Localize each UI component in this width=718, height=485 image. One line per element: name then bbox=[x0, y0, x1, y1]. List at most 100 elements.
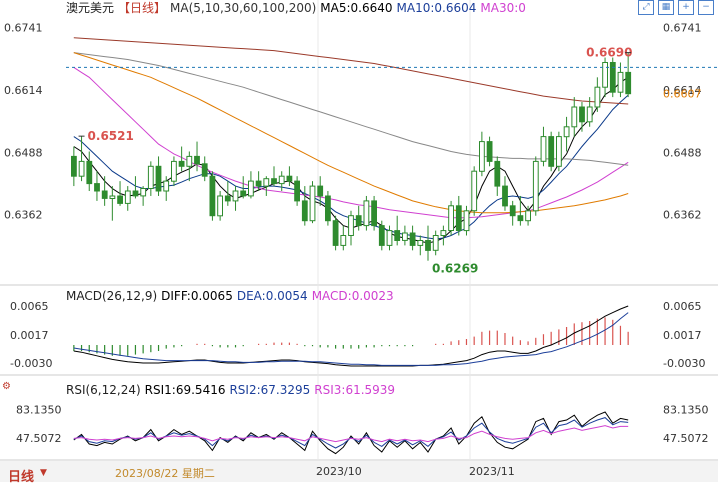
settings-gear-icon[interactable]: ⚙ bbox=[2, 381, 11, 392]
candle-body bbox=[440, 230, 447, 237]
footer-bar bbox=[0, 461, 718, 482]
left-high-annotation: 0.6521 bbox=[88, 129, 134, 143]
candle-body bbox=[563, 126, 570, 138]
zoom-out-icon[interactable]: − bbox=[698, 0, 714, 15]
macd-diff-value: DIFF:0.0065 bbox=[161, 289, 233, 303]
candle-body bbox=[117, 195, 123, 204]
expand-icon[interactable]: ⤢ bbox=[638, 0, 654, 15]
footer-period-selector[interactable]: 日线 bbox=[8, 470, 35, 485]
macd-tick-left-0: 0.0065 bbox=[10, 300, 49, 313]
y-tick-left-2: 0.6488 bbox=[4, 146, 43, 159]
candle-body bbox=[448, 205, 455, 232]
y-tick-right-3: 0.6362 bbox=[663, 209, 702, 222]
candle-body bbox=[325, 195, 331, 222]
candle-body bbox=[348, 215, 354, 236]
candle-body bbox=[248, 180, 254, 197]
candle-body bbox=[594, 86, 601, 108]
candle-body bbox=[494, 160, 501, 187]
macd-diff-line bbox=[73, 305, 629, 367]
candle-body bbox=[625, 71, 632, 95]
rsi3-value: RSI3:61.5939 bbox=[314, 383, 396, 397]
candle-body bbox=[532, 160, 539, 212]
candle-body bbox=[417, 240, 424, 246]
candle-body bbox=[486, 141, 493, 162]
candle-body bbox=[186, 155, 193, 167]
grid-icon[interactable]: ▦ bbox=[658, 0, 674, 15]
candle-body bbox=[194, 155, 200, 165]
candle-body bbox=[609, 62, 616, 93]
candle-body bbox=[402, 232, 408, 241]
candle-body bbox=[201, 163, 208, 177]
candle-body bbox=[479, 141, 485, 172]
month-label-oct: 2023/10 bbox=[316, 465, 362, 478]
y-tick-right-0: 0.6741 bbox=[663, 21, 702, 34]
price-panel: 0.6741 0.6741 0.6614 0.6614 0.6488 0.6488 0.63… bbox=[4, 21, 718, 276]
candle-body bbox=[432, 235, 439, 251]
chart-toolbar: ⤢ ▦ + − bbox=[638, 0, 714, 15]
candle-body bbox=[171, 160, 177, 182]
ma-params-label: MA(5,10,30,60,100,200) bbox=[170, 1, 317, 15]
candle-body bbox=[394, 230, 401, 242]
chart-canvas[interactable]: 0.6741 0.6741 0.6614 0.6614 0.6488 0.6488 0.63… bbox=[0, 0, 718, 461]
candle-body bbox=[579, 106, 585, 123]
candle-body bbox=[71, 155, 77, 177]
macd-dea-value: DEA:0.0054 bbox=[236, 289, 308, 303]
candle-body bbox=[124, 190, 131, 204]
rsi-line-2 bbox=[73, 417, 629, 449]
candle-body bbox=[425, 240, 431, 251]
candle-body bbox=[140, 188, 147, 197]
price-header: 澳元美元 【日线】 MA(5,10,30,60,100,200) MA5:0.6640… bbox=[66, 1, 530, 15]
macd-macd-value: MACD:0.0023 bbox=[311, 289, 394, 303]
candle-body bbox=[409, 232, 416, 246]
month-label-nov: 2023/11 bbox=[469, 465, 515, 478]
candle-body bbox=[209, 175, 216, 217]
candle-body bbox=[363, 200, 370, 227]
rsi-header: RSI(6,12,24) RSI1:69.5416 RSI2:67.3295 RSI3… bbox=[66, 383, 399, 397]
candle-body bbox=[217, 195, 223, 217]
candle-body bbox=[517, 215, 524, 222]
candle-body bbox=[540, 136, 547, 162]
candle-body bbox=[147, 165, 154, 190]
ma10-value: MA10:0.6604 bbox=[396, 1, 477, 15]
candle-body bbox=[163, 180, 170, 192]
candle-body bbox=[132, 190, 139, 197]
macd-tick-left-2: -0.0030 bbox=[10, 357, 52, 370]
candle-body bbox=[332, 220, 339, 246]
period-tag[interactable]: 【日线】 bbox=[118, 1, 167, 15]
low-annotation: 0.6269 bbox=[432, 262, 478, 276]
candle-body bbox=[278, 175, 285, 185]
candle-body bbox=[602, 62, 609, 88]
candle-body bbox=[224, 195, 231, 202]
candle-body bbox=[101, 190, 108, 199]
candle-body bbox=[617, 71, 624, 93]
rsi-tick-right-0: 83.1350 bbox=[663, 403, 709, 416]
candle-body bbox=[463, 210, 470, 232]
candle-body bbox=[455, 205, 462, 232]
candle-body bbox=[378, 225, 385, 246]
candle-body bbox=[525, 210, 532, 222]
macd-tick-right-0: 0.0065 bbox=[663, 300, 702, 313]
candle-body bbox=[109, 195, 116, 199]
zoom-in-icon[interactable]: + bbox=[678, 0, 694, 15]
macd-tick-left-1: 0.0017 bbox=[10, 329, 49, 342]
candle-body bbox=[502, 185, 508, 207]
candle-body bbox=[294, 180, 301, 202]
candle-body bbox=[509, 205, 516, 217]
candle-body bbox=[548, 136, 555, 167]
candle-body bbox=[155, 165, 162, 192]
macd-dea-line bbox=[73, 312, 629, 366]
ma-line-ma200 bbox=[73, 37, 629, 105]
candle-body bbox=[94, 183, 100, 192]
rsi-panel: 83.1350 83.1350 47.5072 47.5072 bbox=[16, 403, 709, 455]
y-tick-right-2: 0.6488 bbox=[663, 146, 702, 159]
candle-body bbox=[286, 175, 293, 182]
candle-body bbox=[78, 160, 85, 177]
candle-body bbox=[178, 160, 185, 167]
candle-body bbox=[586, 106, 593, 123]
y-tick-right-1: 0.6614 bbox=[663, 84, 702, 97]
rsi2-value: RSI2:67.3295 bbox=[229, 383, 311, 397]
dropdown-caret-icon[interactable]: ▼ bbox=[40, 468, 47, 478]
candle-body bbox=[271, 178, 277, 185]
candle-body bbox=[386, 230, 393, 246]
macd-panel: 0.0065 0.0065 0.0017 0.0017 -0.0030 -0.0030 bbox=[10, 300, 705, 370]
